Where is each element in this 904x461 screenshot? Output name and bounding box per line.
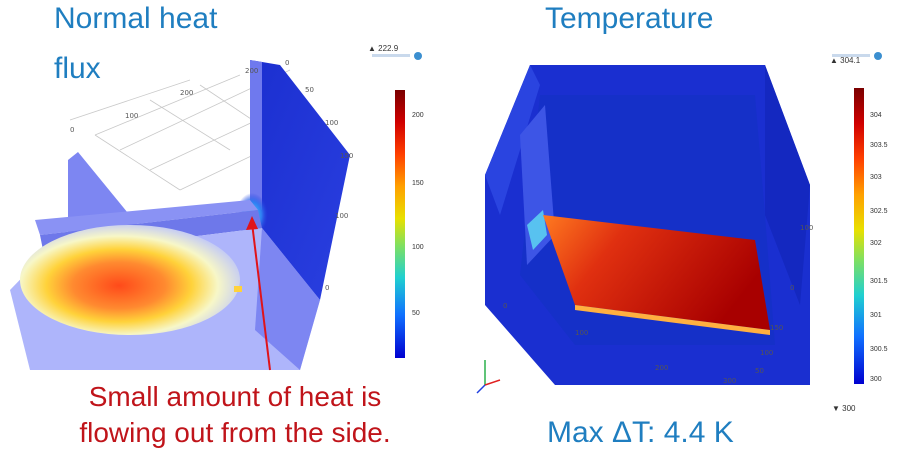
right-colorbar-min: ▼ 300 xyxy=(832,404,856,413)
colorbar-tick: 303.5 xyxy=(870,142,888,149)
annotation-arrow xyxy=(246,216,271,371)
axis-triad xyxy=(476,360,501,394)
probe-element xyxy=(527,210,547,250)
right-front-face xyxy=(255,228,320,370)
caption-line2: flowing out from the side. xyxy=(79,417,391,448)
right-title: Temperature xyxy=(545,2,714,35)
outer-right-face xyxy=(765,65,810,305)
max-delta-t-caption: Max ΔT: 4.4 K xyxy=(547,416,734,449)
plate-edge xyxy=(575,305,770,335)
colorbar-tick: 100 xyxy=(412,244,424,251)
axis-tick: 200 xyxy=(180,89,193,97)
left-title-line1: Normal heat xyxy=(54,2,218,35)
right-wall-edge xyxy=(250,60,262,210)
heat-flux-plot: 200 200 0 100 50 100 150 100 0 0 xyxy=(10,59,353,371)
colorbar-tick: 304 xyxy=(870,112,882,119)
axis-tick: 200 xyxy=(655,364,668,372)
axis-tick: 0 xyxy=(325,284,329,292)
plot-grid xyxy=(69,69,311,191)
colorbar-tick: 303 xyxy=(870,174,882,181)
logo-mark xyxy=(832,48,884,60)
top-ledge xyxy=(35,200,258,235)
colorbar-tick: 300 xyxy=(870,376,882,383)
axis-tick: 100 xyxy=(760,349,773,357)
axis-tick: 0 xyxy=(790,284,794,292)
caption-line1: Small amount of heat is xyxy=(88,381,382,412)
right-axis-ticks: 100 0 150 100 50 200 100 300 0 xyxy=(503,224,813,385)
left-colorbar-max: ▲ 222.9 xyxy=(368,44,399,53)
axis-tick: 200 xyxy=(245,67,258,75)
right-colorbar-max: ▲ 304.1 xyxy=(830,56,861,65)
right-colorbar xyxy=(854,88,864,384)
right-side-wall xyxy=(250,60,350,300)
left-title-line2: flux xyxy=(54,52,101,85)
axis-tick: 100 xyxy=(335,212,348,220)
colorbar-tick: 200 xyxy=(412,112,424,119)
logo-mark xyxy=(372,48,424,60)
colorbar-tick: 302.5 xyxy=(870,208,888,215)
outer-left-face xyxy=(485,65,540,215)
colorbar-tick: 302 xyxy=(870,240,882,247)
colorbar-tick: 150 xyxy=(412,180,424,187)
colorbar-tick: 300.5 xyxy=(870,346,888,353)
small-hot-patch xyxy=(234,286,242,292)
axis-tick: 150 xyxy=(770,324,783,332)
axis-tick: 300 xyxy=(723,377,736,385)
heated-plate xyxy=(543,215,770,330)
axis-tick: 50 xyxy=(305,86,314,94)
axis-tick: 100 xyxy=(800,224,813,232)
axis-tick: 150 xyxy=(340,152,353,160)
colorbar-tick: 301.5 xyxy=(870,278,888,285)
colorbar-tick: 50 xyxy=(412,310,420,317)
axis-tick: 100 xyxy=(325,119,338,127)
hotspot-region xyxy=(20,225,240,335)
colorbar-tick: 301 xyxy=(870,312,882,319)
axis-tick: 50 xyxy=(755,367,764,375)
axis-tick: 100 xyxy=(575,329,588,337)
axis-tick: 0 xyxy=(503,302,507,310)
axis-tick: 0 xyxy=(70,126,74,134)
axis-tick: 100 xyxy=(125,112,138,120)
axis-tick: 0 xyxy=(285,59,289,67)
left-colorbar xyxy=(395,90,405,358)
temperature-plot: 100 0 150 100 50 200 100 300 0 xyxy=(476,65,813,394)
left-axis-ticks: 200 200 0 100 50 100 150 100 0 0 xyxy=(70,59,353,292)
